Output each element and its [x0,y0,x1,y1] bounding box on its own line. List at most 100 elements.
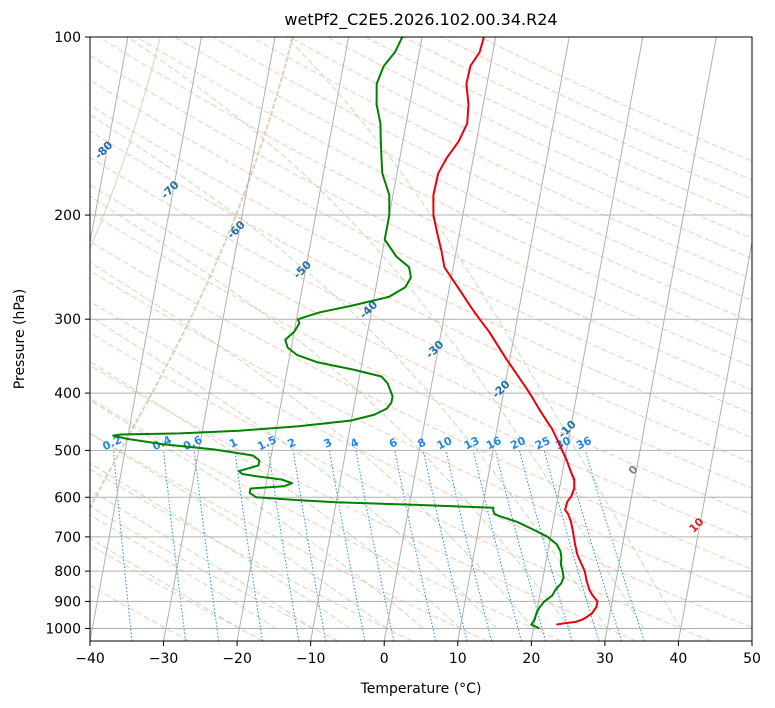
isotherm-label: -70 [158,178,181,201]
dry-adiabat [90,584,189,641]
dewpoint-line [112,37,565,630]
mixing-ratio-line [193,450,220,641]
dry-adiabat [403,37,752,200]
isotherm [310,37,423,641]
mixing-ratio-line [422,450,468,641]
dry-adiabat [90,240,752,570]
dry-adiabat [212,37,752,301]
mixing-ratio-label: 30 [553,434,573,452]
x-tick-label: −30 [149,651,179,667]
mixing-ratio-label: 4 [348,436,361,451]
x-tick-label: 50 [743,651,761,667]
mixing-ratio-line [445,450,493,641]
x-tick-label: 40 [670,651,688,667]
dry-adiabat [90,54,752,391]
dry-adiabat [90,364,637,641]
dry-adiabat [136,37,752,345]
mixing-ratio-line [394,450,437,641]
isotherm-label: 0 [626,463,641,478]
dry-adiabat [90,156,752,489]
isotherm-label: 10 [687,515,707,535]
dry-adiabat [90,104,752,439]
isotherm [530,37,644,641]
dry-adiabat [288,37,752,260]
dry-adiabat [365,37,752,219]
y-tick-label: 1000 [45,621,81,637]
mixing-ratio-line [163,450,187,641]
isotherm-label: -90 [26,98,49,121]
series-group [112,37,599,630]
isotherm-label: 20 [750,570,770,590]
isotherm [90,37,202,641]
x-tick-label: 30 [596,651,614,667]
y-tick-label: 800 [54,564,81,580]
plot-frame [89,36,753,642]
moist-adiabat [90,537,240,629]
x-tick-label: 0 [380,651,389,667]
moist-adiabat [90,514,277,629]
isotherm [236,37,350,641]
dry-adiabat [90,79,752,415]
dry-adiabat [90,212,752,543]
dry-adiabat [90,184,752,516]
mixing-ratio-label: 1 [227,436,239,451]
chart-title: wetPf2_C2E5.2026.102.00.34.R24 [284,10,557,30]
y-tick-label: 100 [54,30,81,46]
dry-adiabat [90,332,711,641]
axes: −40 −30 −20 −10 0 10 20 30 40 5010020030040050060… [45,30,761,667]
x-tick-label: −10 [296,651,326,667]
isotherm [383,37,497,641]
moist-adiabat [90,399,424,629]
mixing-ratio-line [328,450,366,641]
mixing-ratio-label: 2 [286,436,298,451]
x-tick-label: 20 [522,651,540,667]
moist-adiabat [127,37,645,629]
isotherm-label: -50 [291,258,314,281]
isotherm-label: -30 [423,338,446,361]
background-lines [90,37,752,641]
dry-adiabat [98,37,752,368]
mixing-ratio-label: 13 [462,434,481,452]
x-tick-label: −20 [222,651,252,667]
dry-adiabat [327,37,752,239]
moist-adiabat [90,113,608,629]
dry-adiabat [90,300,752,629]
moist-adiabat [90,261,534,629]
isotherm-label: -20 [489,378,512,401]
moist-adiabat [90,462,351,629]
mixing-ratio-label: 16 [484,434,504,452]
mixing-ratio-line [543,450,600,641]
moist-adiabat [90,195,571,629]
dry-adiabat [90,432,488,641]
x-tick-label: −40 [75,651,105,667]
dry-adiabat [479,37,752,162]
y-tick-label: 600 [54,490,81,506]
mixing-ratio-label: 10 [435,434,455,452]
mixing-ratio-label: 6 [387,436,400,451]
dry-adiabat [90,130,752,464]
isotherm [751,638,752,641]
isotherm-label: -80 [92,138,115,161]
mixing-ratio-line [292,450,327,641]
x-tick-label: 10 [449,651,467,667]
isotherm [163,37,276,641]
mixing-ratio-label: 20 [508,434,528,452]
mixing-ratio-label: 3 [322,436,334,451]
dry-adiabat [90,398,562,641]
temperature-line [432,37,599,626]
moist-adiabat [90,315,498,629]
isotherm [90,37,129,246]
y-tick-label: 900 [54,594,81,610]
dry-adiabat [90,468,413,641]
mixing-ratio-label: 36 [574,434,594,452]
isotherm [457,37,570,641]
grid [90,37,752,641]
mixing-ratio-label: 25 [533,434,552,452]
moist-adiabat [90,489,314,629]
isotherm [677,239,752,641]
mixing-ratio-line [564,450,623,641]
mixing-ratio-line [494,450,547,641]
mixing-ratio-line [234,450,263,641]
dry-adiabat [90,270,752,599]
dry-adiabat [90,544,264,641]
